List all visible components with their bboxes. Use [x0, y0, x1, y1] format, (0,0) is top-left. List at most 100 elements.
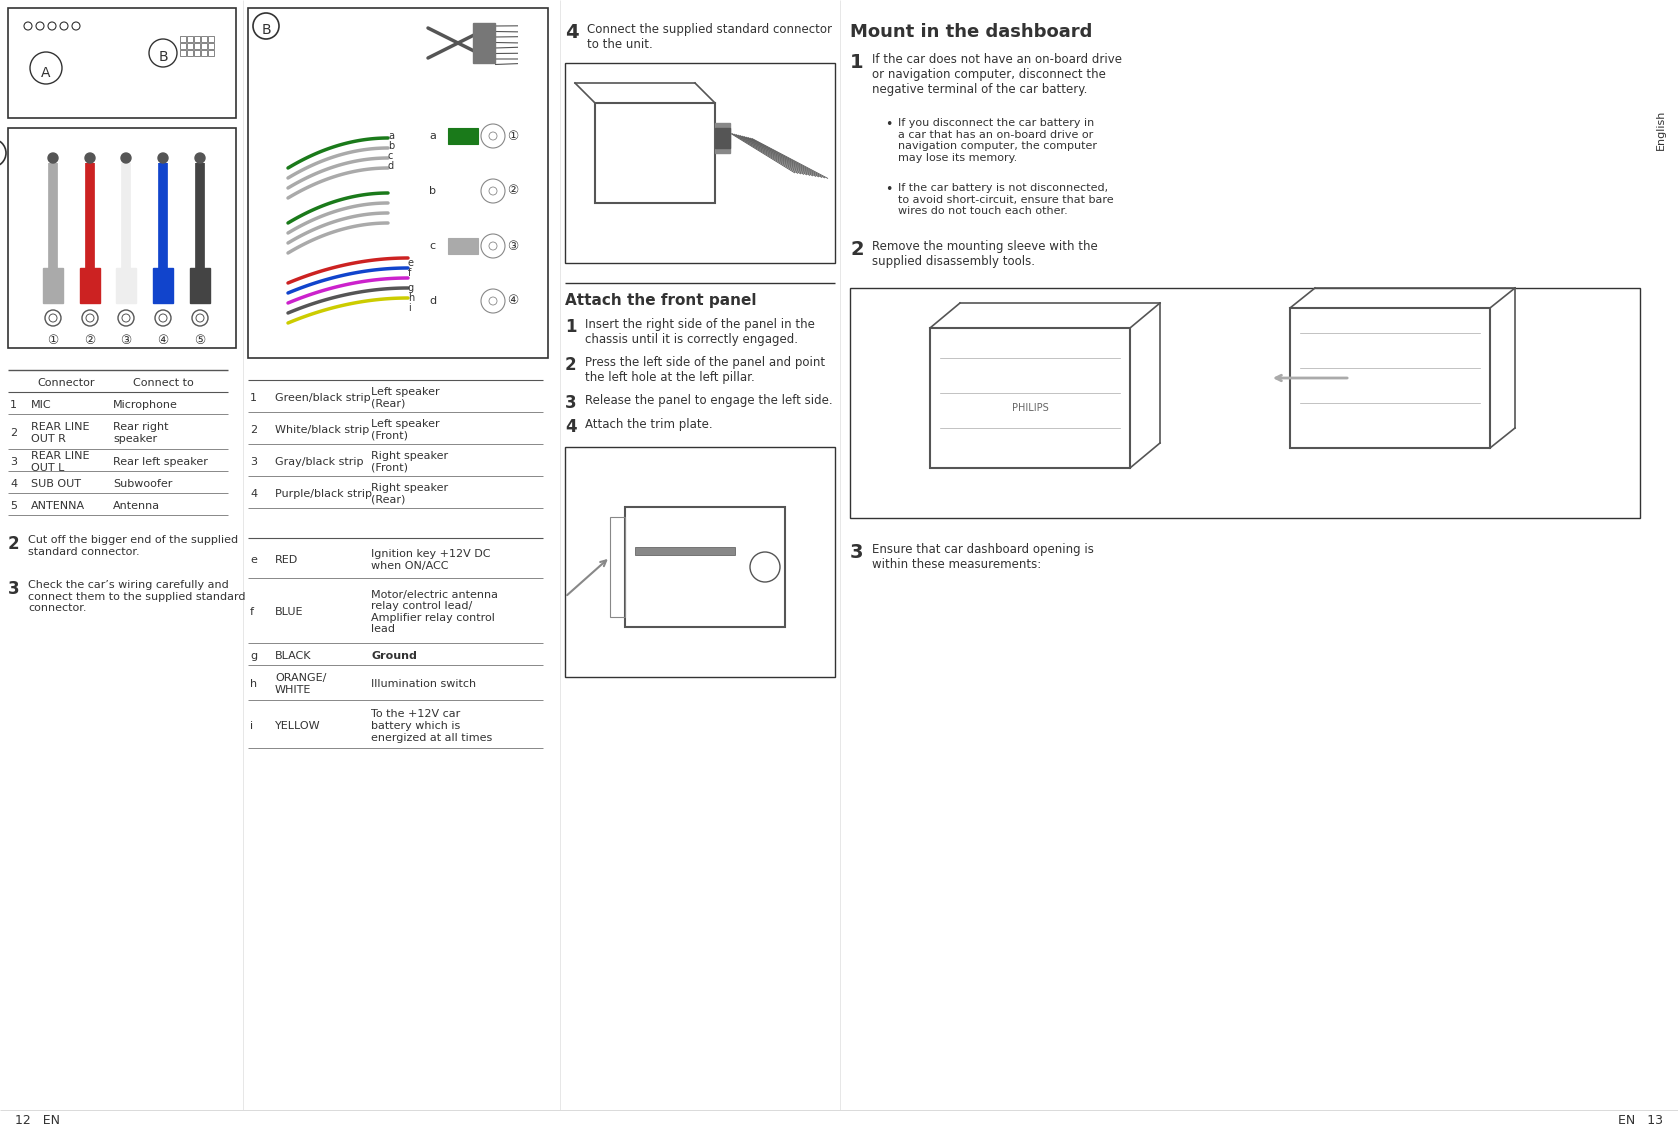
Text: a: a — [430, 131, 436, 141]
Text: 1: 1 — [250, 392, 257, 403]
Bar — [448, 293, 478, 309]
Text: Green/black strip: Green/black strip — [275, 392, 371, 403]
Text: g: g — [250, 651, 257, 661]
Bar — [186, 36, 193, 42]
Text: 4: 4 — [10, 480, 17, 489]
Text: 4: 4 — [565, 23, 579, 42]
Text: MIC: MIC — [30, 400, 52, 411]
Text: Rear left speaker: Rear left speaker — [112, 457, 208, 467]
Bar — [195, 50, 200, 57]
Text: Ground: Ground — [371, 651, 416, 661]
Bar — [715, 128, 730, 148]
Text: b: b — [388, 141, 394, 152]
Text: h: h — [250, 679, 257, 689]
Text: B: B — [262, 23, 270, 37]
Bar — [624, 507, 785, 627]
Circle shape — [158, 153, 168, 163]
Circle shape — [86, 153, 96, 163]
Bar — [634, 547, 735, 555]
Text: 2: 2 — [851, 240, 864, 259]
Bar — [208, 50, 215, 57]
Text: Microphone: Microphone — [112, 400, 178, 411]
Bar — [201, 43, 206, 49]
Text: Ensure that car dashboard opening is
within these measurements:: Ensure that car dashboard opening is wit… — [873, 543, 1094, 571]
Text: 4: 4 — [250, 489, 257, 499]
Text: Illumination switch: Illumination switch — [371, 679, 477, 689]
Text: d: d — [430, 296, 436, 307]
Text: YELLOW: YELLOW — [275, 720, 320, 731]
Text: Right speaker
(Front): Right speaker (Front) — [371, 451, 448, 473]
Text: If the car does not have an on-board drive
or navigation computer, disconnect th: If the car does not have an on-board dri… — [873, 53, 1123, 96]
Text: Insert the right side of the panel in the
chassis until it is correctly engaged.: Insert the right side of the panel in th… — [586, 318, 816, 346]
Text: RED: RED — [275, 555, 299, 566]
Bar — [715, 123, 730, 153]
Bar — [448, 238, 478, 254]
Text: Right speaker
(Rear): Right speaker (Rear) — [371, 483, 448, 504]
Text: Connect to: Connect to — [133, 378, 193, 388]
Text: To the +12V car
battery which is
energized at all times: To the +12V car battery which is energiz… — [371, 709, 492, 743]
Text: ⑤: ⑤ — [195, 335, 206, 347]
Text: 2: 2 — [10, 428, 17, 438]
Text: 1: 1 — [851, 53, 864, 72]
Bar — [81, 268, 101, 303]
Text: Connect the supplied standard connector
to the unit.: Connect the supplied standard connector … — [587, 23, 832, 51]
Bar — [186, 50, 193, 57]
Bar — [851, 288, 1639, 518]
Bar — [208, 43, 215, 49]
Text: f: f — [408, 268, 411, 278]
Text: BLACK: BLACK — [275, 651, 312, 661]
Text: 1: 1 — [565, 318, 577, 336]
Text: 2: 2 — [8, 535, 20, 553]
Text: REAR LINE
OUT L: REAR LINE OUT L — [30, 451, 89, 473]
Text: 3: 3 — [8, 580, 20, 598]
Circle shape — [49, 153, 59, 163]
Text: •: • — [884, 118, 893, 131]
Bar — [44, 268, 64, 303]
Bar — [473, 23, 495, 63]
Text: English: English — [1656, 110, 1666, 150]
Bar — [190, 268, 210, 303]
Text: ③: ③ — [507, 240, 519, 252]
Circle shape — [121, 153, 131, 163]
Text: Left speaker
(Rear): Left speaker (Rear) — [371, 387, 440, 408]
Text: 12   EN: 12 EN — [15, 1114, 60, 1126]
Text: Attach the front panel: Attach the front panel — [565, 293, 757, 308]
Bar — [448, 183, 478, 199]
Bar — [8, 8, 237, 118]
Bar — [180, 50, 186, 57]
Text: Release the panel to engage the left side.: Release the panel to engage the left sid… — [586, 394, 832, 407]
Text: Press the left side of the panel and point
the left hole at the left pillar.: Press the left side of the panel and poi… — [586, 356, 826, 385]
Text: 3: 3 — [250, 457, 257, 467]
Bar — [153, 268, 173, 303]
Text: Gray/black strip: Gray/black strip — [275, 457, 364, 467]
Bar — [565, 63, 836, 264]
Bar — [930, 328, 1129, 468]
Text: 5: 5 — [10, 501, 17, 511]
Text: •: • — [884, 183, 893, 196]
Text: A: A — [42, 66, 50, 80]
Text: ①: ① — [507, 130, 519, 143]
Circle shape — [195, 153, 205, 163]
Text: Attach the trim plate.: Attach the trim plate. — [586, 418, 713, 431]
Text: ③: ③ — [121, 335, 131, 347]
Text: ①: ① — [47, 335, 59, 347]
Text: 1: 1 — [10, 400, 17, 411]
Text: ④: ④ — [158, 335, 168, 347]
Text: Rear right
speaker: Rear right speaker — [112, 422, 168, 443]
Text: d: d — [388, 161, 394, 171]
Text: White/black strip: White/black strip — [275, 425, 369, 435]
Text: 3: 3 — [851, 543, 864, 562]
Text: e: e — [250, 555, 257, 566]
Bar — [448, 128, 478, 144]
Text: B: B — [158, 50, 168, 64]
Bar — [208, 36, 215, 42]
Text: ②: ② — [84, 335, 96, 347]
Text: ORANGE/
WHITE: ORANGE/ WHITE — [275, 673, 327, 694]
Bar — [117, 270, 134, 300]
Text: Motor/electric antenna
relay control lead/
Amplifier relay control
lead: Motor/electric antenna relay control lea… — [371, 589, 498, 634]
Text: BLUE: BLUE — [275, 607, 304, 618]
Bar — [611, 517, 624, 618]
Text: 4: 4 — [565, 418, 577, 435]
Text: Remove the mounting sleeve with the
supplied disassembly tools.: Remove the mounting sleeve with the supp… — [873, 240, 1097, 268]
Text: If the car battery is not disconnected,
to avoid short-circuit, ensure that bare: If the car battery is not disconnected, … — [898, 183, 1114, 216]
